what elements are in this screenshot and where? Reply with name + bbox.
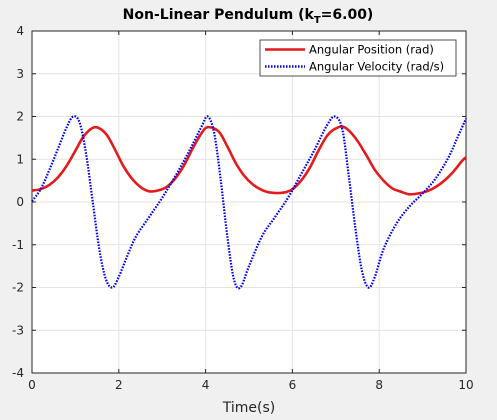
x-tick-label: 10: [458, 378, 473, 392]
y-tick-label: 3: [16, 67, 24, 81]
x-axis-label: Time(s): [222, 400, 275, 416]
y-tick-label: 2: [16, 110, 24, 124]
chart-title: Non-Linear Pendulum (kT=6.00): [123, 7, 374, 26]
y-tick-label: 4: [16, 24, 24, 38]
x-tick-label: 0: [28, 378, 36, 392]
legend-box: [259, 39, 457, 77]
chart-title-subscript: T: [314, 15, 321, 26]
series-layer: [31, 115, 468, 290]
angular-velocity-line: [31, 115, 468, 290]
x-tick-label: 2: [115, 378, 123, 392]
y-tick-label: -1: [12, 238, 24, 252]
angular-position-line: [31, 125, 467, 196]
x-tick-label: 6: [289, 378, 297, 392]
y-tick-label: 0: [16, 195, 24, 209]
x-tick-label: 8: [375, 378, 383, 392]
y-tick-label: 1: [16, 152, 24, 166]
y-tick-label: -3: [12, 323, 24, 337]
axes: [31, 30, 467, 374]
legend: Angular Position (rad) Angular Velocity …: [259, 39, 457, 77]
tick-labels: 0 2 4 6 8 10 -4 -3 -2 -1 0 1 2 3 4: [12, 24, 474, 392]
y-tick-label: -4: [12, 366, 24, 380]
legend-label-velocity: Angular Velocity (rad/s): [309, 60, 444, 74]
chart-title-suffix: =6.00): [321, 7, 374, 23]
legend-label-position: Angular Position (rad): [309, 43, 434, 57]
x-tick-label: 4: [202, 378, 210, 392]
y-tick-label: -2: [12, 281, 24, 295]
